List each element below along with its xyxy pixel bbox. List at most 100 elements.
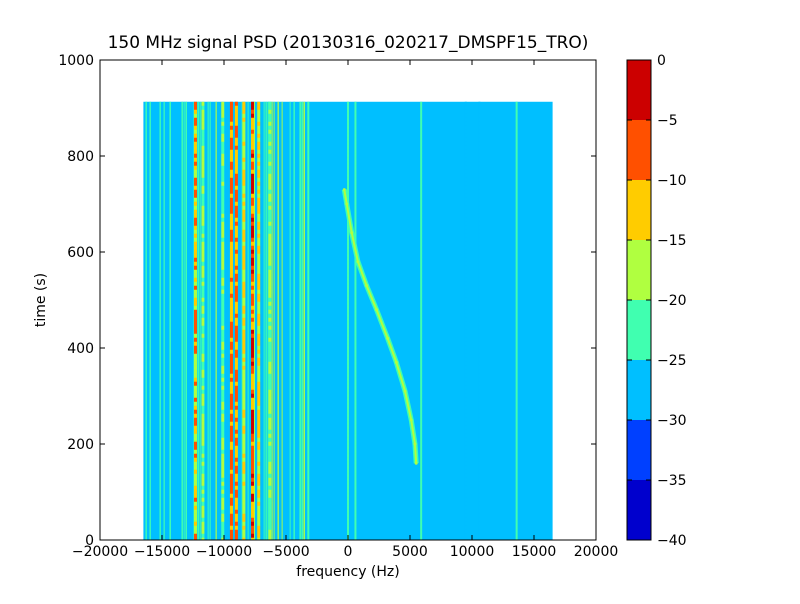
spectral-line-segment <box>347 273 349 278</box>
carrier-segment <box>242 333 246 338</box>
carrier-segment <box>229 397 233 402</box>
carrier-segment <box>201 173 205 178</box>
spectral-line-segment <box>354 297 357 302</box>
spectral-line-segment <box>515 513 518 518</box>
spectral-line-segment <box>354 329 357 334</box>
spectral-line-segment <box>464 413 467 418</box>
carrier-segment <box>201 333 205 338</box>
carrier-segment <box>221 153 225 158</box>
carrier-segment <box>234 161 238 166</box>
carrier-segment <box>193 345 197 350</box>
spectral-line-segment <box>478 297 481 302</box>
spectral-line-segment <box>464 141 467 146</box>
spectral-line-segment <box>354 405 357 410</box>
doppler-trace-core <box>343 189 418 464</box>
x-tick-label: −20000 <box>72 544 128 560</box>
spectral-line-segment <box>354 501 357 506</box>
spectral-line-segment <box>478 217 481 222</box>
spectral-line-segment <box>307 237 310 242</box>
carrier-segment <box>229 165 233 170</box>
carrier-segment <box>268 177 272 182</box>
colorbar-segment <box>627 480 651 540</box>
spectral-line-segment <box>515 429 518 434</box>
spectral-line-segment <box>478 237 481 242</box>
spectral-line-segment <box>347 233 349 238</box>
carrier-segment <box>251 173 255 178</box>
carrier-segment <box>234 305 238 310</box>
spectral-line-segment <box>478 213 481 218</box>
spectral-line-segment <box>347 469 349 474</box>
spectral-line-segment <box>420 425 423 430</box>
spectral-line-segment <box>478 137 481 142</box>
spectral-line-segment <box>347 449 349 454</box>
spectral-line-segment <box>420 161 423 166</box>
spectral-line-segment <box>347 245 349 250</box>
carrier-segment <box>193 313 197 318</box>
carrier-segment <box>221 217 225 222</box>
spectral-line-segment <box>420 453 423 458</box>
carrier-segment <box>257 161 261 166</box>
carrier-segment <box>193 405 197 410</box>
spectral-line-segment <box>464 249 467 254</box>
carrier-segment <box>268 381 272 386</box>
spectral-line-segment <box>478 269 481 274</box>
carrier-segment <box>251 353 255 358</box>
spectral-line-segment <box>515 249 518 254</box>
x-tick-label: −5000 <box>262 544 309 560</box>
spectral-line-segment <box>464 485 467 490</box>
spectral-line-segment <box>478 353 481 358</box>
carrier-segment <box>234 365 238 370</box>
carrier-segment <box>221 281 225 286</box>
carrier-segment <box>268 277 272 282</box>
spectral-line-segment <box>464 117 467 122</box>
spectral-line-segment <box>420 337 423 342</box>
spectral-line-segment <box>515 365 518 370</box>
carrier-segment <box>193 153 197 158</box>
spectral-line-segment <box>347 357 349 362</box>
carrier-segment <box>234 281 238 286</box>
spectral-line-segment <box>478 385 481 390</box>
carrier-segment <box>234 509 238 514</box>
carrier-segment <box>234 413 238 418</box>
carrier-segment <box>221 453 225 458</box>
spectral-line-segment <box>515 113 518 118</box>
spectral-line-segment <box>515 529 518 534</box>
carrier-segment <box>229 489 233 494</box>
spectral-line-segment <box>347 109 349 114</box>
carrier-segment <box>229 517 233 522</box>
carrier-segment <box>201 125 205 130</box>
carrier-segment <box>242 361 246 366</box>
carrier-segment <box>221 397 225 402</box>
colorbar-segment <box>627 180 651 240</box>
spectral-line-segment <box>347 193 349 198</box>
spectral-line-segment <box>347 161 349 166</box>
spectral-line-segment <box>420 185 423 190</box>
carrier-segment <box>221 457 225 462</box>
carrier-segment <box>193 505 197 510</box>
carrier-segment <box>242 489 246 494</box>
carrier-segment <box>221 405 225 410</box>
carrier-segment <box>268 109 272 114</box>
spectral-line-segment <box>515 465 518 470</box>
carrier-segment <box>221 525 225 530</box>
carrier-segment <box>242 437 246 442</box>
spectral-line-segment <box>515 225 518 230</box>
spectral-line-segment <box>515 349 518 354</box>
carrier-segment <box>251 325 255 330</box>
noise-streak <box>169 101 171 540</box>
carrier-segment <box>221 369 225 374</box>
carrier-segment <box>221 249 225 254</box>
carrier-segment <box>251 245 255 250</box>
spectral-line-segment <box>478 125 481 130</box>
spectral-line-segment <box>420 317 423 322</box>
spectral-line-segment <box>347 461 349 466</box>
spectral-line-segment <box>464 177 467 182</box>
carrier-segment <box>201 157 205 162</box>
carrier-segment <box>268 229 272 234</box>
noise-streak <box>281 101 283 540</box>
spectral-line-segment <box>515 521 518 526</box>
carrier-segment <box>234 397 238 402</box>
carrier-segment <box>201 329 205 334</box>
spectral-line-segment <box>464 305 467 310</box>
carrier-segment <box>268 213 272 218</box>
